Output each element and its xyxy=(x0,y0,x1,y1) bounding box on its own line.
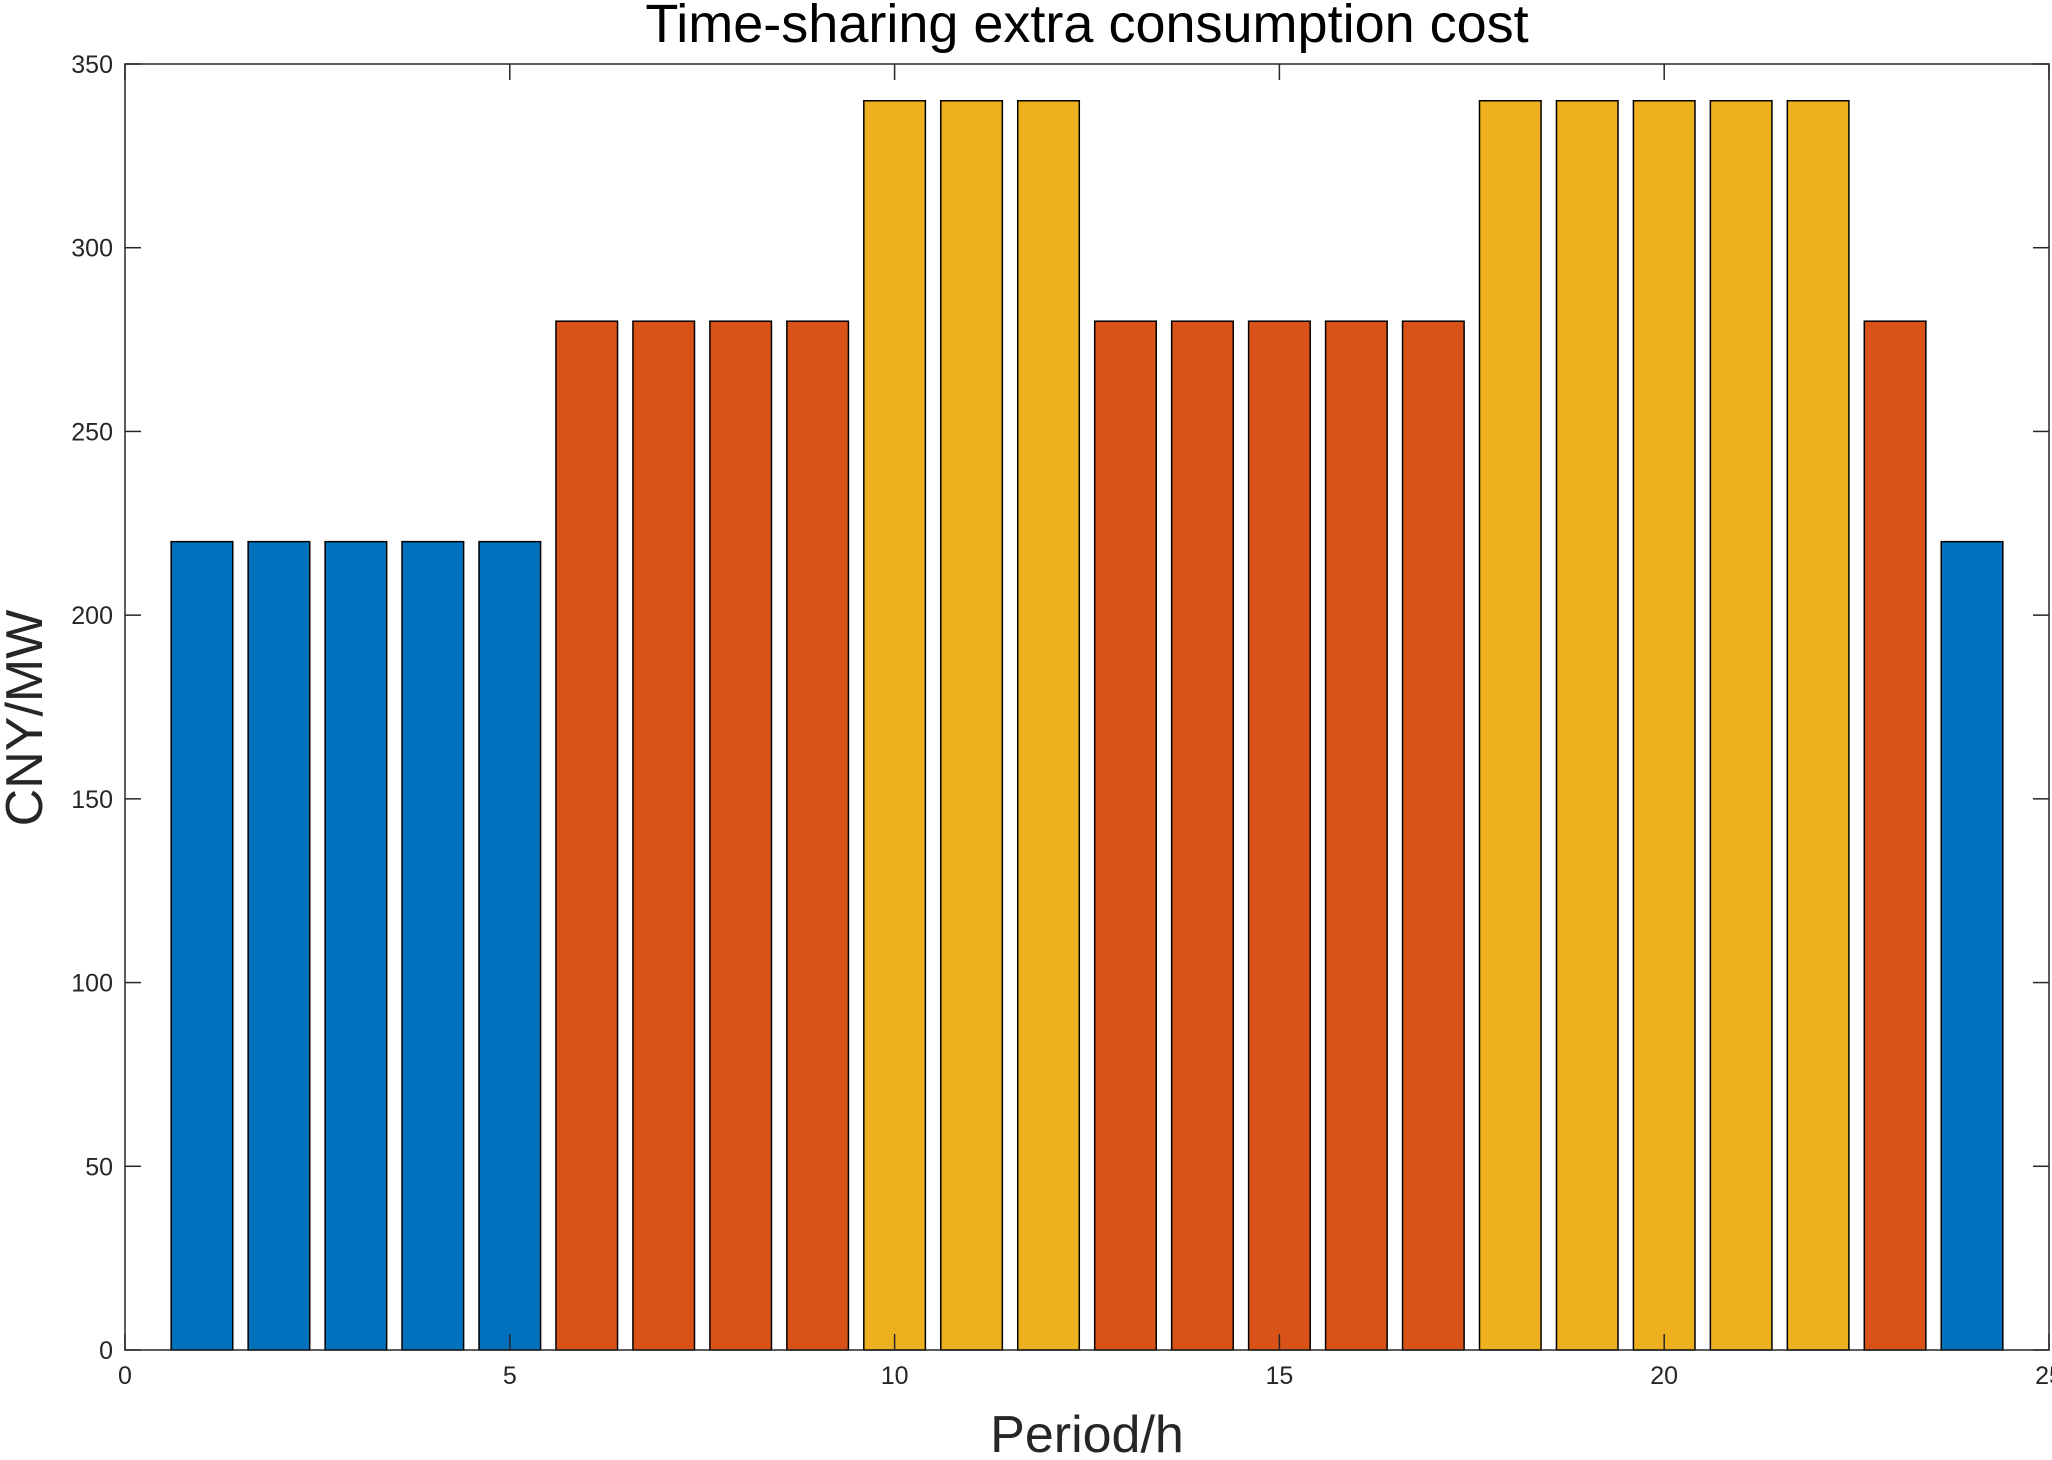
bar-period-7 xyxy=(632,320,696,1351)
bar-period-19 xyxy=(1555,99,1619,1351)
y-axis-ticks: 0 50 100 150 200 250 300 350 xyxy=(71,51,2049,1365)
bar-period-12 xyxy=(1016,99,1081,1351)
x-tick-label: 10 xyxy=(881,1362,909,1390)
y-tick-label: 350 xyxy=(71,51,113,79)
bar-period-11 xyxy=(940,99,1004,1351)
x-axis-ticks: 0 5 10 15 20 25 xyxy=(118,64,2052,1390)
bar-period-5 xyxy=(478,540,542,1351)
bar-period-17 xyxy=(1401,320,1465,1351)
chart-title: Time-sharing extra consumption cost xyxy=(645,0,1528,54)
x-tick-label: 25 xyxy=(2035,1362,2052,1390)
y-tick-label: 200 xyxy=(71,602,113,630)
bar-period-24 xyxy=(1940,540,2004,1351)
x-tick-label: 0 xyxy=(118,1362,132,1390)
y-tick-label: 100 xyxy=(71,970,113,998)
bar-period-10 xyxy=(863,99,927,1351)
bar-period-8 xyxy=(709,320,773,1351)
y-tick-label: 50 xyxy=(85,1153,113,1181)
bar-period-4 xyxy=(401,540,465,1351)
bar-period-23 xyxy=(1863,320,1927,1351)
bar-period-20 xyxy=(1632,99,1696,1351)
x-tick-label: 5 xyxy=(503,1362,517,1390)
bar-period-18 xyxy=(1478,99,1542,1351)
y-tick-label: 150 xyxy=(71,786,113,814)
bar-period-22 xyxy=(1786,99,1850,1351)
bar-period-21 xyxy=(1709,99,1773,1351)
bar-period-14 xyxy=(1170,320,1234,1351)
y-tick-label: 250 xyxy=(71,418,113,446)
x-tick-label: 20 xyxy=(1650,1362,1678,1390)
bar-period-1 xyxy=(170,540,234,1351)
x-axis-title: Period/h xyxy=(990,1406,1184,1460)
bar-period-9 xyxy=(786,320,850,1351)
y-axis-title: CNY/MW xyxy=(0,610,54,827)
bars-group xyxy=(170,99,2004,1351)
bar-period-13 xyxy=(1093,320,1158,1351)
axes-box xyxy=(124,63,2050,1351)
bar-period-6 xyxy=(555,320,619,1351)
bar-period-3 xyxy=(324,540,388,1351)
bar-period-15 xyxy=(1247,320,1311,1351)
x-tick-label: 15 xyxy=(1265,1362,1293,1390)
plot-frame xyxy=(124,63,2050,1351)
bar-period-16 xyxy=(1324,320,1388,1351)
y-tick-label: 0 xyxy=(99,1337,113,1365)
bar-period-2 xyxy=(247,540,311,1351)
y-tick-label: 300 xyxy=(71,235,113,263)
